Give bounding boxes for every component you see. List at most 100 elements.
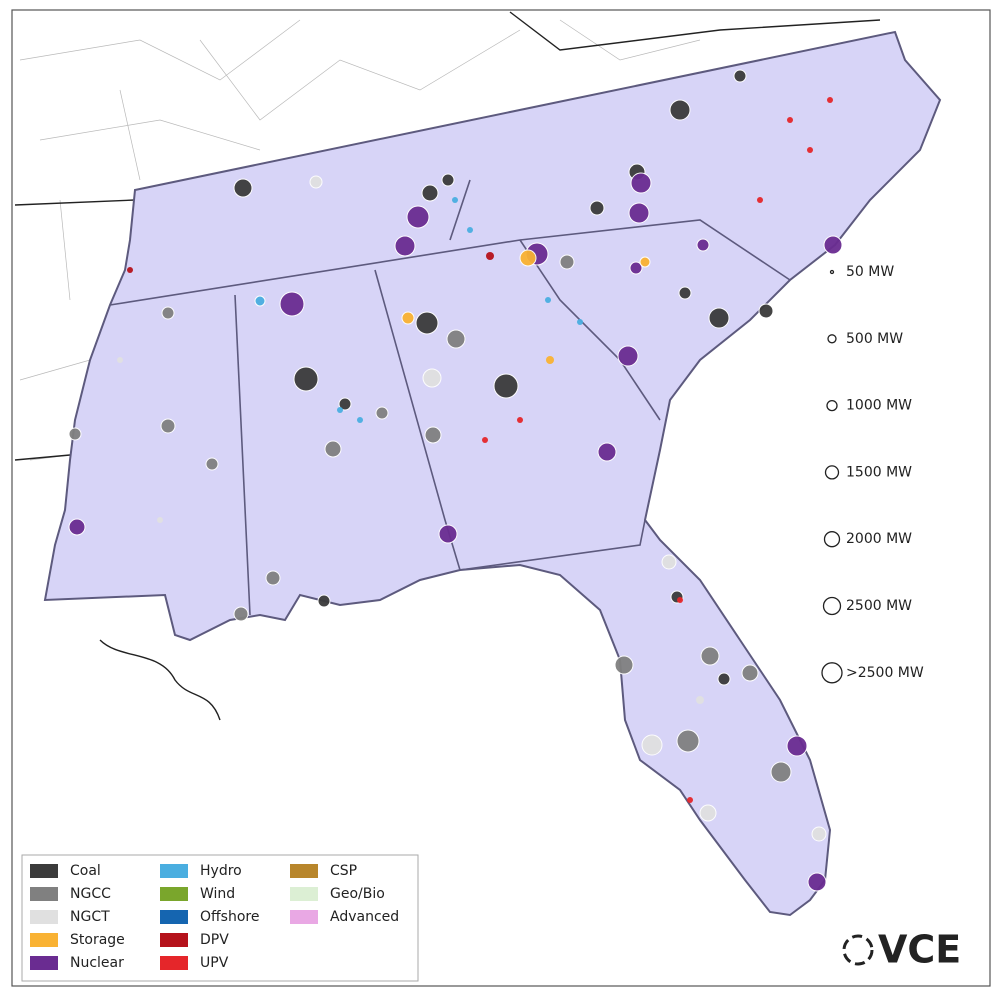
plant-marker [559,254,575,270]
size-circle [822,596,842,616]
legend-label: NGCC [70,886,111,902]
legend-swatch [160,956,188,970]
legend-label: Hydro [200,863,242,879]
plant-marker [375,406,389,420]
plant-marker [811,826,827,842]
legend-swatch [30,956,58,970]
plant-marker [807,872,827,892]
size-circle [826,399,838,412]
plant-marker [205,457,219,471]
legend-label: Offshore [200,909,259,925]
legend-swatch [30,887,58,901]
legend-swatch [30,910,58,924]
plant-marker [678,286,692,300]
plant-marker [68,518,86,536]
legend-label: Advanced [330,909,399,925]
plant-marker [823,235,843,255]
plant-marker [700,646,720,666]
legend-swatch [290,910,318,924]
plant-marker [699,804,717,822]
plant-marker [446,329,466,349]
legend-swatch [290,864,318,878]
plant-marker [337,407,343,413]
size-circle [821,662,843,684]
plant-marker [758,303,774,319]
plant-marker [493,373,519,399]
plant-marker [597,442,617,462]
plant-marker [441,173,455,187]
plant-marker [317,594,331,608]
size-circle [824,465,840,480]
legend-swatch [160,910,188,924]
legend-swatch [160,887,188,901]
plant-marker [482,437,488,443]
size-circle [829,269,835,275]
plant-marker [324,440,342,458]
plant-marker [807,147,813,153]
plant-markers [68,69,843,892]
legend-swatch [30,864,58,878]
legend: Coal NGCC NGCT Storage Nuclear Hydro Wind Offsh… [30,863,399,971]
legend-label: NGCT [70,909,110,925]
legend-box [21,854,419,982]
plant-marker [357,417,363,423]
legend-label: Nuclear [70,955,124,971]
plant-marker [577,319,583,325]
plant-marker [630,172,652,194]
plant-marker [639,256,651,268]
plant-marker [309,175,323,189]
plant-marker [415,311,439,335]
plant-marker [628,202,650,224]
plant-marker [741,664,759,682]
plant-marker [519,249,537,267]
plant-marker [233,178,253,198]
plant-marker [661,554,677,570]
plant-marker [406,205,430,229]
legend-label: DPV [200,932,229,948]
plant-marker [677,597,683,603]
plant-marker [696,238,710,252]
plant-marker [424,426,442,444]
plant-marker [770,761,792,783]
plant-marker [160,418,176,434]
legend-swatch [160,933,188,947]
plant-marker [708,307,730,329]
plant-marker [265,570,281,586]
plant-marker [696,696,704,704]
plant-marker [717,672,731,686]
plant-marker [786,735,808,757]
plant-marker [394,235,416,257]
plant-marker [545,297,551,303]
plant-marker [641,734,663,756]
plant-marker [733,69,747,83]
plant-marker [452,197,458,203]
plant-marker [486,252,494,260]
plant-marker [669,99,691,121]
plant-marker [338,397,352,411]
plant-marker [157,517,163,523]
logo-icon [842,934,874,966]
legend-label: Geo/Bio [330,886,385,902]
plant-marker [629,261,643,275]
legend-label: CSP [330,863,357,879]
size-label: 1500 MW [846,464,912,480]
legend-label: Storage [70,932,125,948]
size-label: 1000 MW [846,398,912,414]
logo: VCE [842,928,961,972]
plant-marker [546,356,554,364]
plant-marker [757,197,763,203]
plant-marker [127,267,133,273]
plant-marker [617,345,639,367]
size-circle [827,334,837,344]
plant-marker [117,357,123,363]
size-circle [823,531,841,548]
plant-marker [517,417,523,423]
plant-marker [687,797,693,803]
plant-marker [422,368,442,388]
plant-marker [279,291,305,317]
legend-swatch [290,887,318,901]
background-counties [14,11,881,721]
plant-marker [787,117,793,123]
plant-marker [233,606,249,622]
